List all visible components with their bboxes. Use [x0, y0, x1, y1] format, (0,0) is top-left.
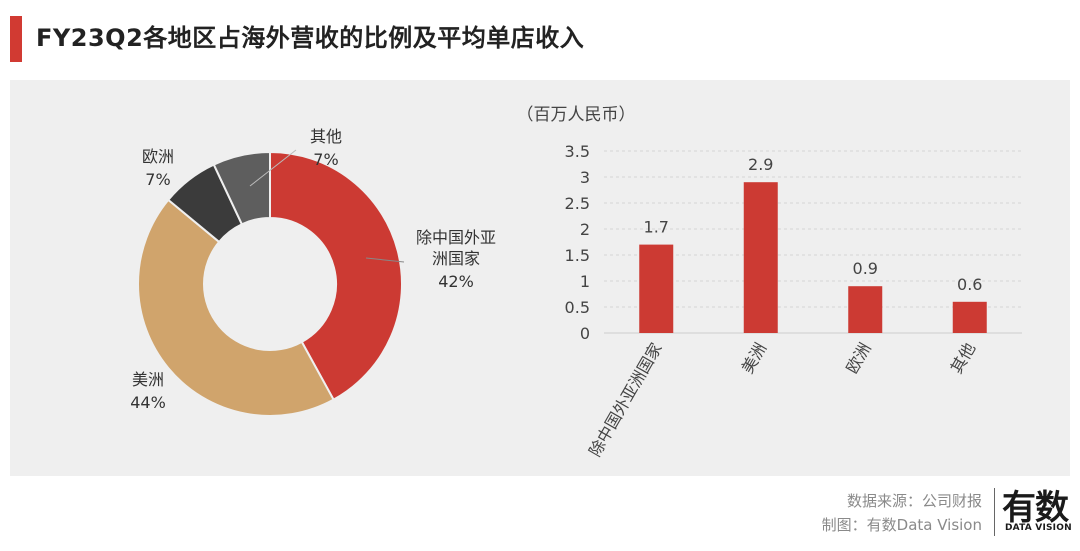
slice-pct: 7% [145, 170, 170, 189]
y-tick-label: 3 [580, 168, 590, 187]
slice-label: 美洲 [132, 370, 164, 389]
chart-credit: 制图：有数Data Vision [821, 516, 982, 534]
bar [848, 286, 883, 333]
x-tick-label: 除中国外亚洲国家 [585, 340, 665, 460]
slice-pct: 7% [313, 150, 338, 169]
footer: 数据来源：公司财报 制图：有数Data Vision [822, 489, 982, 537]
page-title: FY23Q2各地区占海外营收的比例及平均单店收入 [36, 24, 585, 52]
slice-label: 除中国外亚 [416, 228, 496, 247]
slice-label: 其他 [310, 127, 342, 146]
y-tick-label: 3.5 [565, 142, 590, 161]
slice-label: 欧洲 [142, 147, 174, 166]
bar-value-label: 2.9 [748, 155, 773, 174]
y-tick-label: 0 [580, 324, 590, 343]
y-tick-label: 2.5 [565, 194, 590, 213]
bar [639, 244, 674, 333]
unit-label: （百万人民币） [517, 105, 636, 125]
donut-slice [269, 150, 403, 402]
slice-label: 洲国家 [432, 249, 480, 268]
y-tick-label: 1.5 [565, 246, 590, 265]
donut-slice [137, 198, 335, 417]
bar-value-label: 1.7 [644, 218, 669, 237]
x-tick-label: 其他 [947, 340, 979, 377]
brand-logo: 有数 [1002, 488, 1069, 528]
leader-line [249, 149, 297, 187]
brand-logo-subtitle: DATA VISION [1005, 523, 1072, 533]
slice-pct: 42% [438, 272, 474, 291]
bar [952, 301, 987, 333]
logo-divider [994, 488, 995, 536]
donut-slice [212, 150, 271, 226]
bar-value-label: 0.9 [853, 259, 878, 278]
slice-pct: 44% [130, 393, 166, 412]
x-tick-label: 欧洲 [842, 340, 874, 377]
x-tick-label: 美洲 [738, 340, 770, 377]
y-tick-label: 1 [580, 272, 590, 291]
data-source: 数据来源：公司财报 [846, 492, 982, 510]
leader-line [365, 257, 405, 263]
bar-value-label: 0.6 [957, 275, 982, 294]
y-tick-label: 0.5 [565, 298, 590, 317]
y-tick-label: 2 [580, 220, 590, 239]
title-accent-bar [10, 16, 22, 62]
bar [743, 182, 778, 333]
